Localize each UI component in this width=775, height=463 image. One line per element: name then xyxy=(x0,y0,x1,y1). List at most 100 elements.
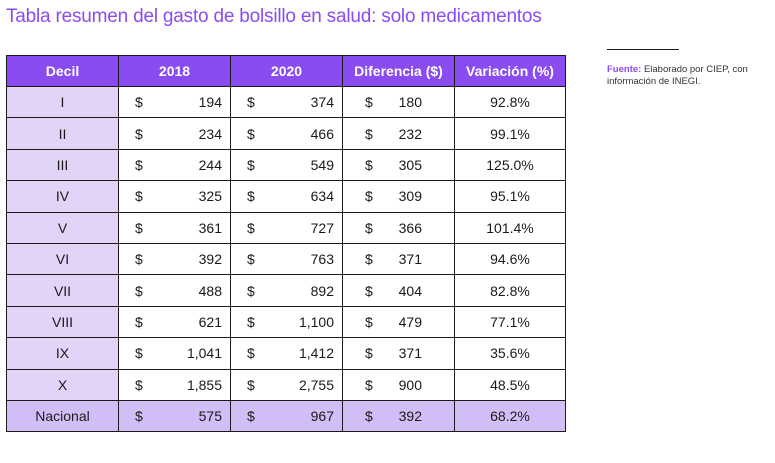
diff-cell: $900 xyxy=(342,368,455,401)
decil-cell: VIII xyxy=(6,305,119,339)
v2018-cell: $488 xyxy=(118,274,231,307)
v2020-value: 466 xyxy=(310,125,334,142)
diff-value: 900 xyxy=(398,376,422,393)
currency-symbol: $ xyxy=(135,188,143,205)
currency-symbol: $ xyxy=(365,219,373,236)
decil-cell: V xyxy=(6,211,119,244)
v2020-cell: $1,412 xyxy=(230,337,343,370)
currency-symbol: $ xyxy=(135,345,143,362)
v2020-cell: $374 xyxy=(230,85,343,119)
variacion-cell: 92.8% xyxy=(454,85,566,119)
decil-cell: X xyxy=(6,368,119,401)
currency-symbol: $ xyxy=(247,376,255,393)
table-row: VII $488 $892 $404 82.8% xyxy=(6,274,566,307)
v2018-cell: $361 xyxy=(118,211,231,244)
currency-symbol: $ xyxy=(365,251,373,268)
diff-cell: $371 xyxy=(342,242,455,276)
decil-cell: VI xyxy=(6,242,119,276)
variacion-cell: 125.0% xyxy=(454,148,566,182)
variacion-cell: 101.4% xyxy=(454,211,566,244)
v2020-cell: $967 xyxy=(230,399,343,433)
v2020-value: 967 xyxy=(310,408,334,425)
currency-symbol: $ xyxy=(365,313,373,330)
currency-symbol: $ xyxy=(365,125,373,142)
variacion-cell: 68.2% xyxy=(454,399,566,433)
decil-cell: III xyxy=(6,148,119,182)
v2020-value: 727 xyxy=(310,219,334,236)
v2018-cell: $325 xyxy=(118,180,231,213)
diff-cell: $305 xyxy=(342,148,455,182)
v2018-value: 575 xyxy=(198,408,222,425)
source-text: Elaborado por CIEP, con información de I… xyxy=(607,64,748,87)
currency-symbol: $ xyxy=(247,219,255,236)
currency-symbol: $ xyxy=(135,251,143,268)
v2018-cell: $1,855 xyxy=(118,368,231,401)
v2018-value: 488 xyxy=(198,282,222,299)
v2018-value: 1,041 xyxy=(186,345,222,362)
variacion-cell: 99.1% xyxy=(454,117,566,150)
v2018-cell: $621 xyxy=(118,305,231,339)
v2020-cell: $763 xyxy=(230,242,343,276)
currency-symbol: $ xyxy=(365,408,373,425)
currency-symbol: $ xyxy=(135,313,143,330)
currency-symbol: $ xyxy=(135,125,143,142)
currency-symbol: $ xyxy=(135,94,143,111)
header-diferencia: Diferencia ($) xyxy=(342,55,455,87)
v2018-cell: $392 xyxy=(118,242,231,276)
diff-cell: $180 xyxy=(342,85,455,119)
source-divider xyxy=(607,49,679,50)
v2018-value: 361 xyxy=(198,219,222,236)
table-row: IX $1,041 $1,412 $371 35.6% xyxy=(6,337,566,370)
decil-cell: II xyxy=(6,117,119,150)
v2018-value: 194 xyxy=(198,94,222,111)
variacion-cell: 77.1% xyxy=(454,305,566,339)
v2020-cell: $549 xyxy=(230,148,343,182)
v2018-value: 392 xyxy=(198,251,222,268)
v2018-cell: $575 xyxy=(118,399,231,433)
diff-value: 371 xyxy=(398,251,422,268)
header-2018: 2018 xyxy=(118,55,231,87)
currency-symbol: $ xyxy=(247,345,255,362)
currency-symbol: $ xyxy=(365,188,373,205)
table-row: VIII $621 $1,100 $479 77.1% xyxy=(6,305,566,339)
decil-cell: IX xyxy=(6,337,119,370)
table-row: IV $325 $634 $309 95.1% xyxy=(6,180,566,213)
v2020-value: 634 xyxy=(310,188,334,205)
v2018-value: 234 xyxy=(198,125,222,142)
v2018-cell: $1,041 xyxy=(118,337,231,370)
currency-symbol: $ xyxy=(247,125,255,142)
currency-symbol: $ xyxy=(247,313,255,330)
diff-cell: $392 xyxy=(342,399,455,433)
currency-symbol: $ xyxy=(365,282,373,299)
currency-symbol: $ xyxy=(365,156,373,173)
diff-value: 371 xyxy=(398,345,422,362)
table-row: III $244 $549 $305 125.0% xyxy=(6,148,566,182)
currency-symbol: $ xyxy=(247,251,255,268)
v2020-value: 1,412 xyxy=(298,345,334,362)
diff-value: 309 xyxy=(398,188,422,205)
diff-value: 232 xyxy=(398,125,422,142)
v2018-value: 325 xyxy=(198,188,222,205)
table-header-row: Decil 2018 2020 Diferencia ($) Variación… xyxy=(6,55,566,87)
v2020-value: 549 xyxy=(310,156,334,173)
v2018-value: 1,855 xyxy=(186,376,222,393)
currency-symbol: $ xyxy=(247,94,255,111)
diff-value: 479 xyxy=(398,313,422,330)
decil-cell: VII xyxy=(6,274,119,307)
header-decil: Decil xyxy=(6,55,119,87)
currency-symbol: $ xyxy=(247,282,255,299)
diff-cell: $232 xyxy=(342,117,455,150)
diff-value: 305 xyxy=(398,156,422,173)
currency-symbol: $ xyxy=(247,188,255,205)
total-row: Nacional $575 $967 $392 68.2% xyxy=(6,399,566,433)
v2020-cell: $466 xyxy=(230,117,343,150)
table-row: VI $392 $763 $371 94.6% xyxy=(6,242,566,276)
diff-cell: $404 xyxy=(342,274,455,307)
v2018-value: 244 xyxy=(198,156,222,173)
decil-cell: Nacional xyxy=(6,399,119,433)
currency-symbol: $ xyxy=(135,408,143,425)
variacion-cell: 35.6% xyxy=(454,337,566,370)
v2020-cell: $2,755 xyxy=(230,368,343,401)
source-label: Fuente: xyxy=(607,64,642,75)
currency-symbol: $ xyxy=(135,376,143,393)
